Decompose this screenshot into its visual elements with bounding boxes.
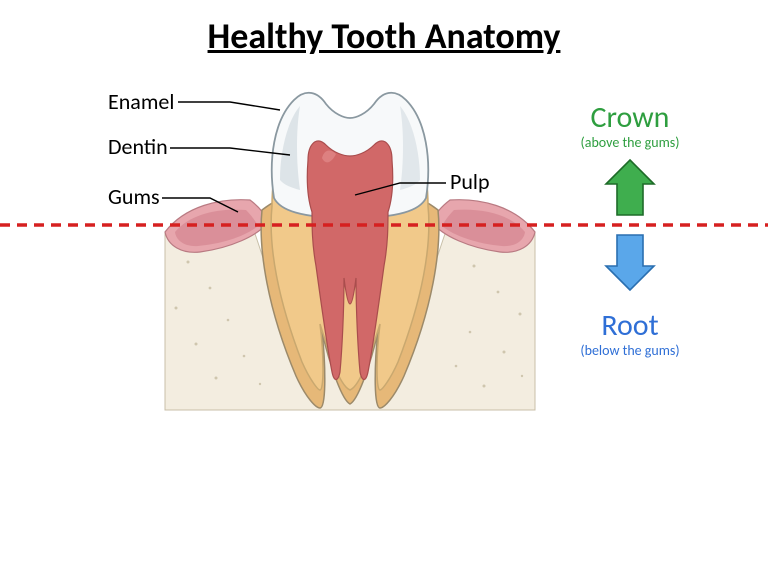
root-main-text: Root: [550, 310, 710, 342]
root-sub-text: (below the gums): [550, 342, 710, 359]
crown-sub-text: (above the gums): [550, 134, 710, 151]
dentin-label: Dentin: [108, 133, 168, 160]
crown-main-text: Crown: [550, 102, 710, 134]
pulp-label: Pulp: [450, 168, 490, 195]
anatomy-diagram: [0, 0, 768, 576]
root-arrow-icon: [606, 235, 654, 290]
gums-label: Gums: [108, 183, 160, 210]
crown-section-label: Crown (above the gums): [550, 102, 710, 151]
crown-arrow-icon: [606, 160, 654, 215]
root-section-label: Root (below the gums): [550, 310, 710, 359]
enamel-label: Enamel: [108, 88, 174, 115]
